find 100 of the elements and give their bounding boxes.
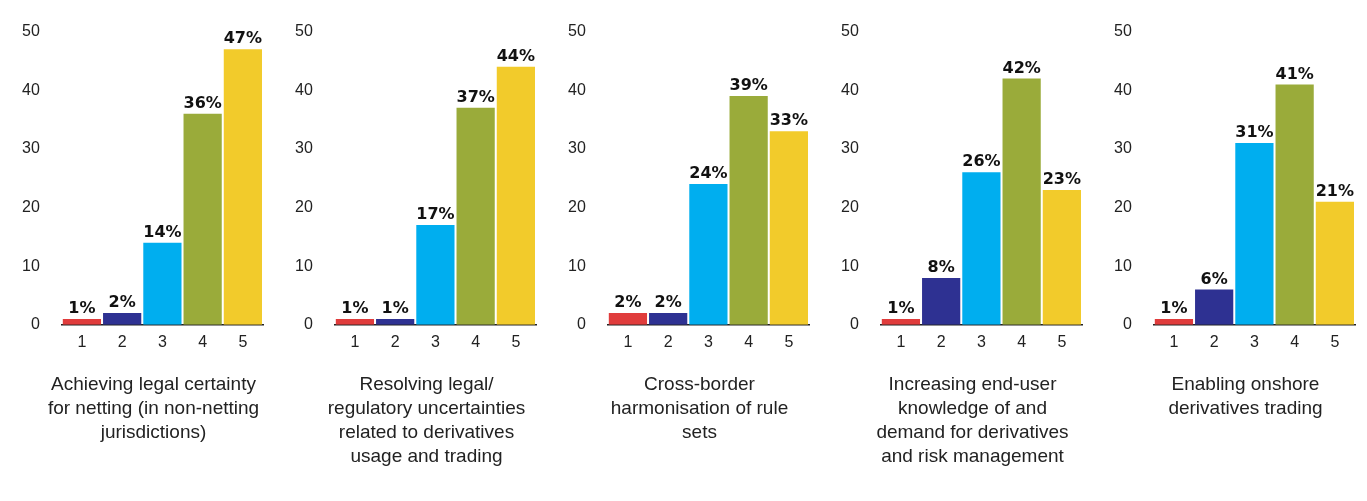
y-tick-label: 10: [1114, 256, 1132, 274]
bar: [456, 107, 495, 325]
x-tick-label: 5: [511, 332, 521, 350]
data-label: 23%: [1042, 169, 1082, 189]
y-tick-label: 10: [568, 256, 586, 274]
y-tick-label: 0: [576, 315, 586, 333]
data-label: 1%: [341, 298, 369, 318]
y-tick-label: 0: [303, 315, 313, 333]
x-tick-label: 2: [117, 332, 127, 350]
y-tick-label: 20: [295, 197, 313, 215]
x-tick-label: 5: [1057, 332, 1067, 350]
data-label: 8%: [927, 257, 955, 277]
y-tick-label: 40: [568, 80, 586, 98]
y-tick-label: 50: [295, 22, 313, 40]
x-tick-label: 4: [1017, 332, 1027, 350]
y-tick-label: 10: [22, 256, 40, 274]
y-tick-label: 30: [841, 139, 859, 157]
x-axis-title: Increasing end-user knowledge of and demand for derivatives and risk management: [875, 372, 1070, 468]
x-tick-label: 2: [390, 332, 400, 350]
x-tick-label: 3: [1249, 332, 1259, 350]
y-tick-label: 30: [295, 139, 313, 157]
bar: [416, 225, 455, 325]
x-tick-label: 5: [1330, 332, 1340, 350]
data-label: 39%: [729, 75, 768, 95]
y-tick-label: 50: [841, 22, 859, 40]
x-tick-label: 5: [238, 332, 248, 350]
y-tick-label: 40: [295, 80, 313, 98]
x-tick-label: 3: [430, 332, 440, 350]
data-label: 6%: [1200, 268, 1228, 288]
y-tick-label: 0: [1122, 315, 1132, 333]
bar: [1275, 84, 1314, 325]
y-tick-label: 0: [30, 315, 40, 333]
data-label: 21%: [1315, 180, 1355, 200]
x-tick-label: 3: [976, 332, 986, 350]
bar: [1042, 189, 1081, 325]
bar: [1235, 143, 1274, 325]
x-tick-label: 1: [1169, 332, 1179, 350]
bar: [143, 242, 182, 325]
data-label: 2%: [654, 292, 682, 312]
x-tick-label: 4: [471, 332, 481, 350]
x-tick-label: 3: [157, 332, 167, 350]
y-tick-label: 30: [568, 139, 586, 157]
data-label: 2%: [108, 292, 136, 312]
x-tick-label: 3: [703, 332, 713, 350]
y-tick-label: 20: [22, 197, 40, 215]
y-tick-label: 30: [22, 139, 40, 157]
data-label: 2%: [614, 292, 642, 312]
x-tick-label: 1: [623, 332, 633, 350]
data-label: 37%: [456, 86, 495, 106]
x-tick-label: 1: [77, 332, 87, 350]
x-tick-label: 5: [784, 332, 794, 350]
y-tick-label: 10: [841, 256, 859, 274]
x-tick-label: 2: [1209, 332, 1219, 350]
data-label: 44%: [496, 45, 536, 65]
y-tick-label: 50: [1114, 22, 1132, 40]
data-label: 26%: [962, 151, 1001, 171]
bar: [1195, 289, 1234, 325]
y-tick-label: 50: [568, 22, 586, 40]
bar: [922, 277, 961, 325]
y-tick-label: 20: [568, 197, 586, 215]
y-tick-label: 0: [849, 315, 859, 333]
bar: [496, 66, 535, 325]
y-tick-label: 50: [22, 22, 40, 40]
data-label: 47%: [223, 28, 263, 48]
data-label: 1%: [68, 298, 96, 318]
bar: [649, 313, 688, 325]
bar: [223, 49, 262, 325]
data-label: 36%: [183, 92, 222, 112]
bar: [608, 313, 648, 325]
y-tick-label: 30: [1114, 139, 1132, 157]
data-label: 31%: [1235, 122, 1274, 142]
data-label: 42%: [1002, 57, 1041, 77]
bar: [729, 96, 768, 325]
y-tick-label: 20: [841, 197, 859, 215]
x-axis-title: Enabling onshore derivatives trading: [1167, 372, 1324, 420]
x-tick-label: 1: [350, 332, 360, 350]
data-label: 1%: [381, 298, 409, 318]
y-tick-label: 20: [1114, 197, 1132, 215]
bar: [183, 113, 222, 325]
y-tick-label: 40: [22, 80, 40, 98]
bar: [689, 184, 728, 325]
bar: [1002, 78, 1041, 325]
bar: [103, 313, 142, 325]
data-label: 1%: [1160, 298, 1188, 318]
x-axis-title: Cross-border harmonisation of rule sets: [609, 372, 790, 444]
x-tick-label: 4: [198, 332, 208, 350]
data-label: 14%: [143, 221, 182, 241]
x-axis-title: Achieving legal certainty for netting (in non-netting jurisdictions): [46, 372, 261, 444]
x-tick-label: 2: [663, 332, 673, 350]
y-tick-label: 40: [841, 80, 859, 98]
data-label: 1%: [887, 298, 915, 318]
bar: [962, 172, 1001, 325]
bar: [769, 131, 808, 325]
y-tick-label: 10: [295, 256, 313, 274]
data-label: 24%: [689, 163, 728, 183]
data-label: 17%: [416, 204, 455, 224]
x-tick-label: 2: [936, 332, 946, 350]
x-tick-label: 4: [1290, 332, 1300, 350]
data-label: 41%: [1275, 63, 1314, 83]
x-tick-label: 1: [896, 332, 906, 350]
